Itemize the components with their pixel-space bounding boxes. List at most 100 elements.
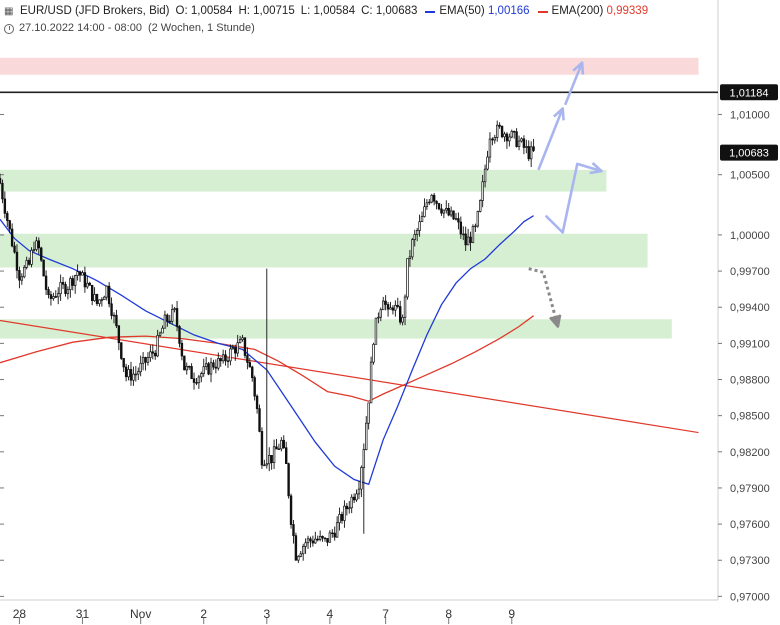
y-tick-label-2: 1,00000: [730, 230, 770, 242]
candle-body-59: [141, 357, 145, 364]
candle-body-29: [69, 278, 72, 291]
candle-body-79: [190, 366, 193, 380]
candle-body-70: [168, 320, 171, 323]
candle-body-35: [83, 272, 87, 288]
candle-body-139: [335, 522, 339, 538]
candle-body-9: [20, 276, 24, 281]
candle-body-84: [202, 366, 205, 374]
candle-body-82: [197, 376, 201, 384]
candle-body-155: [374, 317, 378, 345]
candle-body-172: [415, 230, 419, 235]
candle-body-146: [352, 496, 356, 501]
candle-body-19: [44, 275, 48, 290]
candle-body-128: [309, 538, 312, 542]
candle-body-107: [258, 408, 261, 432]
candle-body-124: [299, 553, 302, 557]
candle-body-77: [185, 366, 188, 371]
y-tick-label-10: 0,97600: [730, 519, 770, 531]
candle-body-183: [442, 209, 446, 214]
candle-body-144: [348, 507, 351, 510]
candle-body-123: [297, 556, 300, 561]
forecast-arrowhead-1: [572, 61, 585, 75]
candle-body-86: [207, 363, 210, 375]
candle-body-111: [268, 455, 271, 465]
forecast-arrowhead-2: [589, 162, 603, 175]
candle-body-192: [464, 233, 467, 246]
candle-body-138: [333, 532, 336, 538]
candle-body-207: [500, 125, 504, 138]
support-zone-2: [0, 233, 648, 268]
ema200-label[interactable]: EMA(200): [551, 5, 604, 17]
candle-body-52: [124, 366, 128, 378]
candle-body-16: [37, 240, 41, 249]
candle-body-158: [382, 300, 385, 311]
candle-body-51: [122, 358, 125, 368]
candle-body-66: [158, 332, 162, 336]
period-label: (2 Wochen, 1 Stunde): [147, 22, 255, 34]
candle-body-67: [161, 327, 164, 334]
candle-body-214: [517, 140, 521, 147]
candle-body-93: [224, 354, 227, 362]
candle-body-120: [289, 495, 293, 525]
candle-body-137: [331, 532, 334, 535]
candle-body-197: [476, 211, 480, 227]
candle-body-85: [204, 363, 208, 368]
candle-body-133: [321, 535, 324, 539]
candle-body-169: [408, 256, 412, 259]
candle-body-3: [6, 212, 9, 221]
symbol-name[interactable]: EUR/USD (JFD Brokers, Bid): [20, 5, 170, 17]
candle-body-116: [280, 439, 283, 450]
candle-body-73: [175, 308, 179, 327]
candle-body-218: [527, 146, 530, 160]
candle-body-206: [498, 124, 501, 127]
candle-body-38: [90, 284, 94, 301]
candle-body-11: [25, 260, 28, 268]
candle-body-181: [437, 203, 441, 210]
candle-body-189: [457, 218, 460, 223]
candle-body-90: [217, 358, 220, 369]
candle-body-57: [137, 371, 140, 375]
candle-body-2: [3, 198, 7, 214]
candle-body-81: [195, 382, 198, 384]
candle-body-166: [401, 317, 404, 323]
candle-body-50: [120, 342, 123, 359]
candle-body-153: [369, 361, 373, 404]
candle-body-143: [345, 505, 349, 510]
candle-body-99: [238, 339, 242, 344]
candle-body-47: [112, 314, 116, 317]
support-zone-1: [0, 169, 607, 192]
ema50-label[interactable]: EMA(50): [439, 5, 485, 17]
candle-body-213: [515, 131, 518, 147]
candle-body-118: [285, 447, 288, 464]
candle-body-92: [221, 354, 225, 362]
candle-body-212: [512, 130, 516, 133]
candle-body-161: [389, 307, 392, 310]
candle-body-109: [263, 464, 266, 467]
x-tick-label-1: 31: [76, 607, 90, 621]
candle-body-121: [292, 524, 295, 537]
candle-body-208: [503, 133, 506, 138]
candle-body-23: [54, 296, 57, 298]
candle-body-39: [93, 293, 96, 301]
candle-body-43: [103, 296, 106, 301]
candle-body-170: [411, 239, 414, 258]
candle-body-179: [432, 194, 436, 202]
candle-body-156: [377, 316, 380, 319]
candle-body-148: [357, 488, 361, 495]
candle-body-62: [149, 351, 152, 358]
candle-body-10: [23, 267, 26, 278]
candle-body-220: [532, 146, 535, 151]
support-zone-3: [0, 319, 672, 339]
candle-body-103: [248, 362, 252, 368]
candle-body-25: [59, 282, 62, 295]
candle-body-54: [129, 369, 133, 381]
candle-body-173: [418, 221, 421, 231]
candle-body-152: [367, 402, 370, 424]
candle-body-44: [105, 285, 108, 298]
candle-body-193: [466, 236, 470, 246]
candle-body-154: [372, 343, 375, 363]
candle-body-159: [384, 300, 387, 305]
candle-body-24: [57, 293, 60, 298]
candle-body-15: [35, 240, 38, 250]
candle-body-163: [394, 304, 397, 311]
